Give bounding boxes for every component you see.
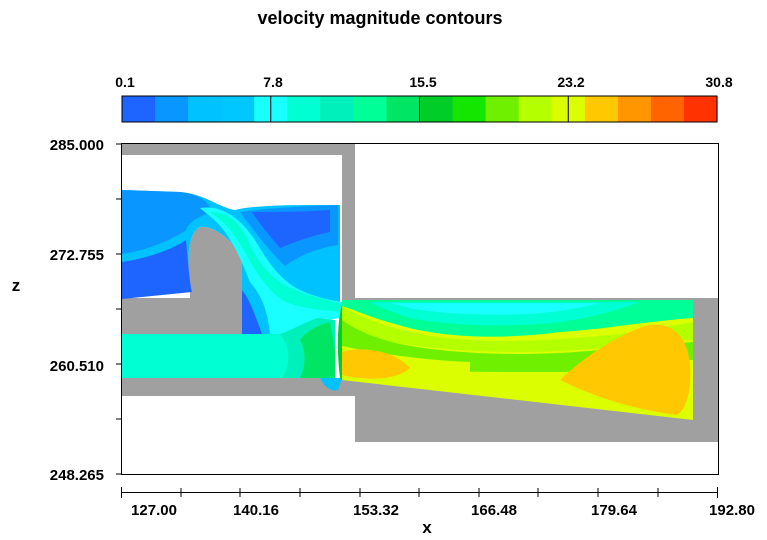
colorbar — [121, 95, 718, 123]
upstream-flow — [122, 190, 342, 334]
colorbar-labels: 0.1 7.8 15.5 23.2 30.8 — [115, 74, 733, 90]
colorbar-swatch — [287, 96, 321, 122]
colorbar-swatch — [221, 96, 255, 122]
colorbar-swatch — [320, 96, 354, 122]
colorbar-label-1: 7.8 — [263, 74, 283, 90]
y-axis: 285.000 272.755 260.510 248.265 z — [12, 137, 122, 484]
colorbar-swatch — [419, 96, 454, 122]
downstream-flow — [337, 300, 693, 420]
x-tick-label: 127.00 — [131, 502, 177, 519]
colorbar-swatch — [617, 96, 652, 122]
colorbar-label-4: 30.8 — [705, 74, 732, 90]
y-tick-label: 248.265 — [50, 467, 104, 484]
y-tick-label: 260.510 — [50, 358, 104, 375]
x-tick-label: 192.80 — [709, 502, 755, 519]
x-axis-label: x — [422, 518, 432, 537]
y-tick-label: 272.755 — [50, 247, 104, 264]
colorbar-swatch — [518, 96, 553, 122]
colorbar-swatch — [683, 96, 718, 122]
colorbar-swatch — [122, 96, 156, 122]
y-tick-label: 285.000 — [50, 137, 104, 154]
colorbar-swatch — [353, 96, 388, 122]
colorbar-label-0: 0.1 — [115, 74, 135, 90]
colorbar-frame — [121, 95, 718, 123]
x-tick-label: 140.16 — [233, 502, 279, 519]
colorbar-swatch — [386, 96, 421, 122]
colorbar-swatch — [584, 96, 619, 122]
colorbar-swatch — [650, 96, 685, 122]
x-tick-label: 153.32 — [353, 502, 399, 519]
lower-channel-flow — [122, 318, 342, 391]
chart-title: velocity magnitude contours — [257, 8, 502, 28]
x-tick-label: 166.48 — [471, 502, 517, 519]
colorbar-swatch — [188, 96, 222, 122]
colorbar-swatch — [155, 96, 189, 122]
y-axis-label: z — [12, 276, 21, 295]
colorbar-swatch — [452, 96, 487, 122]
colorbar-label-3: 23.2 — [557, 74, 584, 90]
colorbar-label-2: 15.5 — [409, 74, 436, 90]
x-axis: 127.00 140.16 153.32 166.48 179.64 192.8… — [121, 487, 755, 537]
x-tick-label: 179.64 — [591, 502, 638, 519]
colorbar-swatch — [485, 96, 520, 122]
plot-area — [122, 144, 718, 474]
